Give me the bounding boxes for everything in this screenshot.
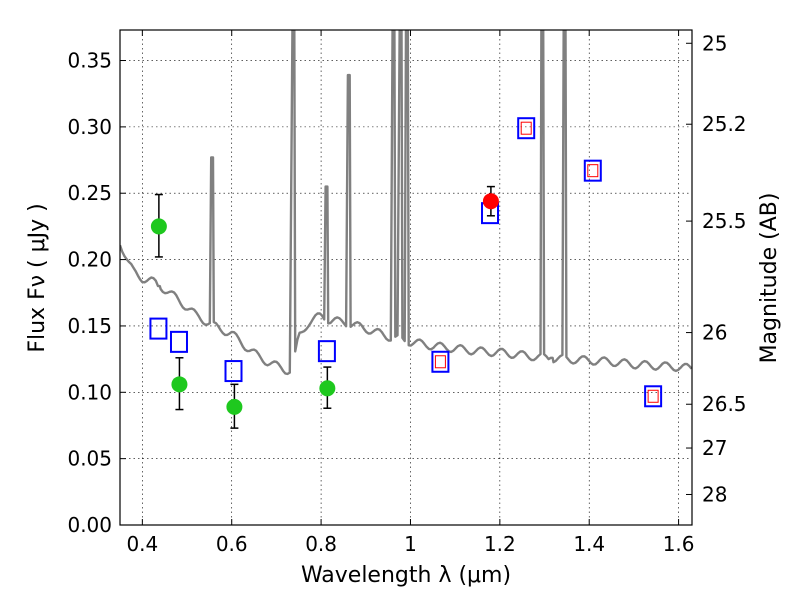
model-point-box [224,360,243,383]
y-tick-label: 0.35 [67,49,112,73]
observed-point [171,376,188,393]
model-point-box [583,159,602,182]
observed-point [319,380,336,397]
right-tick-label: 28 [702,482,727,506]
y-tick-label: 0.15 [67,314,112,338]
y-tick-label: 0.25 [67,181,112,205]
x-tick-label: 1.6 [663,532,695,556]
model-point-box [169,330,188,353]
model-point-box [517,117,536,140]
right-tick-label: 25 [702,31,727,55]
x-tick-label: 0.4 [126,532,158,556]
y-tick-label: 0.05 [67,447,112,471]
x-axis-title: Wavelength λ (μm) [301,563,511,588]
x-tick-label: 1.4 [573,532,605,556]
y-tick-label: 0.20 [67,248,112,272]
x-tick-label: 1.2 [484,532,516,556]
plot-frame [119,29,693,526]
model-point-inner [520,121,532,135]
right-tick-label: 27 [702,436,727,460]
model-point-inner [587,164,599,178]
right-tick-label: 26.5 [702,392,747,416]
y-axis-title: Flux Fν ( μJy ) [25,203,50,352]
observed-points-layer [150,185,499,429]
sed-model-layer [120,30,692,376]
observed-point [150,218,167,235]
model-point-inner [434,355,446,369]
right-tick-label: 25.5 [702,209,747,233]
model-point-inner [647,389,659,403]
model-point-box [149,317,168,340]
y-tick-label: 0.10 [67,380,112,404]
tick-layer: 0.4 0.6 0.8 1 1.2 1.4 1.6 0.00 0.05 0.10 0.15 0.20 0… [67,30,747,556]
right-tick-label: 26 [702,321,727,345]
model-point-box [431,350,450,373]
sed-model-curve [120,30,692,376]
observed-point [482,193,499,210]
right-tick-label: 25.2 [702,112,747,136]
x-tick-label: 0.6 [216,532,248,556]
observed-point [226,398,243,415]
model-points-layer [149,117,663,408]
x-tick-label: 0.8 [305,532,337,556]
grid-layer [120,30,692,526]
model-point-box [317,340,336,363]
y-tick-label: 0.30 [67,115,112,139]
right-axis-title: Magnitude (AB) [757,193,782,364]
x-tick-label: 1 [404,532,417,556]
model-point-box [644,385,663,408]
y-tick-label: 0.00 [67,513,112,537]
